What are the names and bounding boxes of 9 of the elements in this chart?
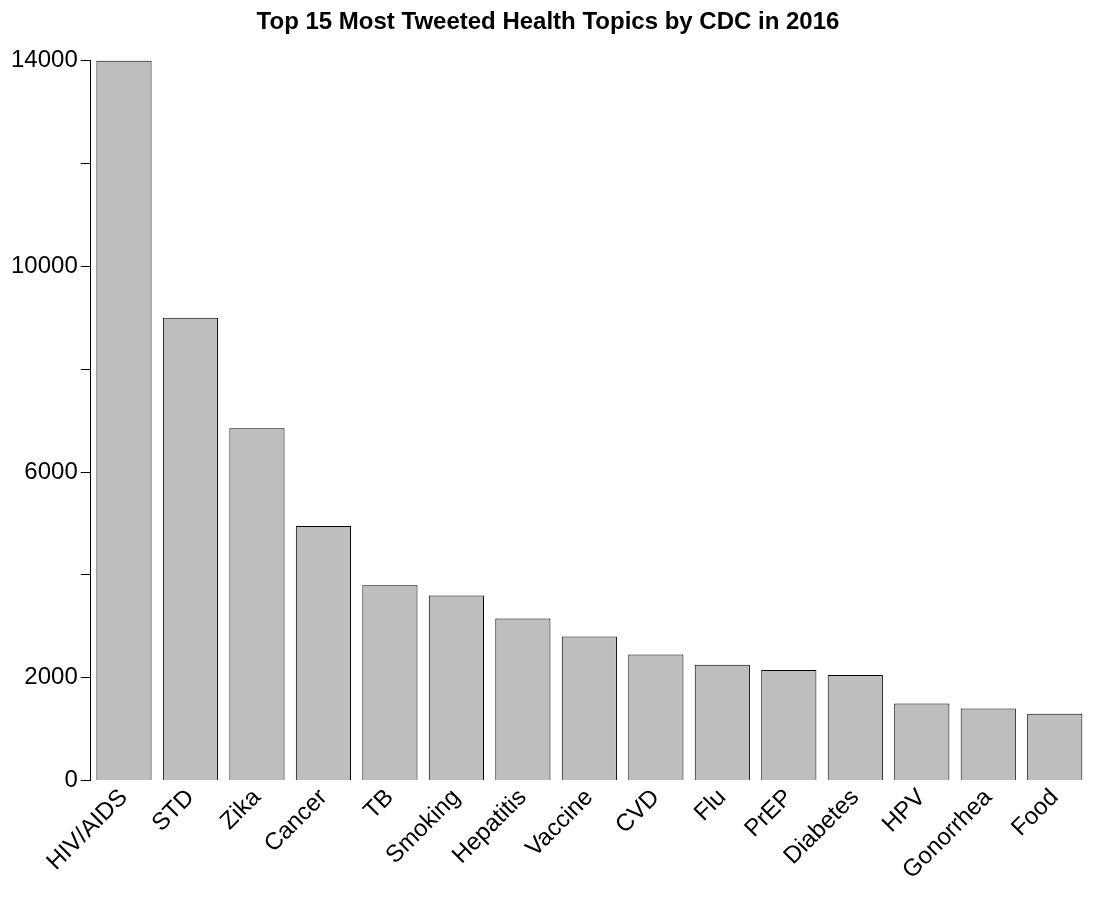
- y-tick-label: 14000: [10, 45, 78, 73]
- y-tick-label: 2000: [24, 662, 78, 690]
- chart-title: Top 15 Most Tweeted Health Topics by CDC in 2016: [256, 7, 840, 35]
- y-tick-label: 6000: [24, 456, 78, 484]
- x-tick-label: STD: [145, 782, 199, 836]
- y-tick-label: 10000: [10, 251, 78, 279]
- y-tick-label: 0: [64, 765, 78, 793]
- x-tick-label: Zika: [214, 782, 266, 834]
- x-tick-label: Flu: [687, 782, 731, 826]
